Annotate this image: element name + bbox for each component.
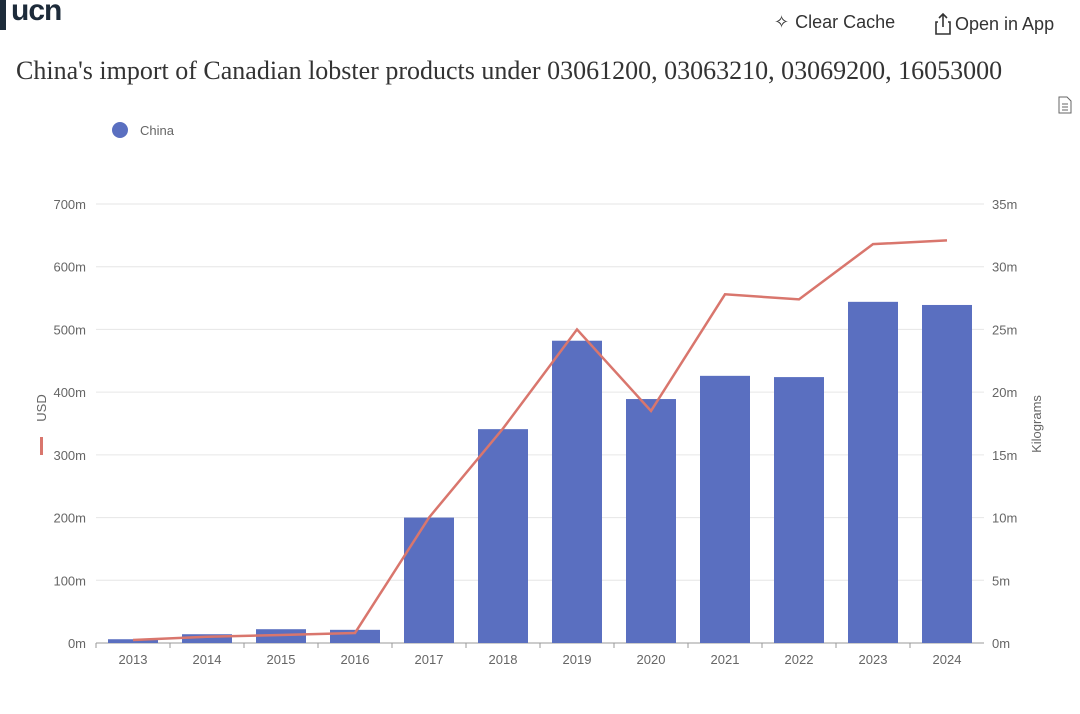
- y-left-tick: 600m: [53, 260, 86, 275]
- bar-2018: [478, 429, 528, 643]
- bar-2013: [108, 639, 158, 643]
- weight-line: [132, 239, 948, 642]
- bar-2020: [626, 399, 676, 643]
- x-tick-label: 2020: [637, 652, 666, 667]
- y-right-tick: 35m: [992, 197, 1017, 212]
- y-left-tick: 200m: [53, 511, 86, 526]
- bar-2024: [922, 304, 972, 643]
- y-right-tick: 5m: [992, 573, 1010, 588]
- x-tick-label: 2015: [267, 652, 296, 667]
- x-tick-label: 2014: [193, 652, 222, 667]
- bar-2022: [774, 377, 824, 643]
- open-in-app-button[interactable]: Open in App: [934, 12, 1054, 36]
- open-in-app-label: Open in App: [955, 13, 1055, 34]
- y-right-label: Kilograms: [1029, 395, 1044, 453]
- x-tick-label: 2022: [785, 652, 814, 667]
- x-tick-label: 2017: [415, 652, 444, 667]
- bar-2021: [700, 375, 750, 643]
- x-tick-label: 2019: [563, 652, 592, 667]
- clear-cache-button[interactable]: ✧ Clear Cache: [774, 12, 895, 33]
- y-right-tick: 20m: [992, 385, 1017, 400]
- y-right-tick: 25m: [992, 322, 1017, 337]
- x-tick-label: 2018: [489, 652, 518, 667]
- y-right-tick: 10m: [992, 511, 1017, 526]
- y-left-tick: 500m: [53, 322, 86, 337]
- y-left-tick: 100m: [53, 573, 86, 588]
- clear-cache-label: Clear Cache: [795, 12, 896, 32]
- x-tick-label: 2024: [933, 652, 962, 667]
- sparkles-icon: ✧: [774, 12, 790, 32]
- legend-label-china[interactable]: China: [140, 123, 175, 138]
- y-left-label: USD: [34, 394, 49, 421]
- y-left-series-marker: [40, 437, 43, 455]
- share-icon: [935, 12, 951, 35]
- y-left-tick: 400m: [53, 385, 86, 400]
- chart-title: China's import of Canadian lobster produ…: [16, 56, 1003, 85]
- y-left-tick: 300m: [53, 448, 86, 463]
- y-left-tick: 0m: [68, 636, 86, 651]
- bar-2023: [848, 301, 898, 643]
- y-left-tick: 700m: [53, 197, 86, 212]
- bar-2019: [552, 340, 602, 643]
- y-right-tick: 0m: [992, 636, 1010, 651]
- x-tick-label: 2021: [711, 652, 740, 667]
- bar-2014: [182, 634, 232, 643]
- bar-2017: [404, 517, 454, 643]
- legend-marker-china[interactable]: [112, 122, 128, 138]
- x-tick-label: 2023: [859, 652, 888, 667]
- x-tick-label: 2013: [119, 652, 148, 667]
- x-tick-label: 2016: [341, 652, 370, 667]
- y-right-tick: 15m: [992, 448, 1017, 463]
- logo-bar: [0, 0, 6, 30]
- logo: ucn: [11, 0, 62, 27]
- y-right-tick: 30m: [992, 260, 1017, 275]
- document-icon[interactable]: [1058, 96, 1072, 114]
